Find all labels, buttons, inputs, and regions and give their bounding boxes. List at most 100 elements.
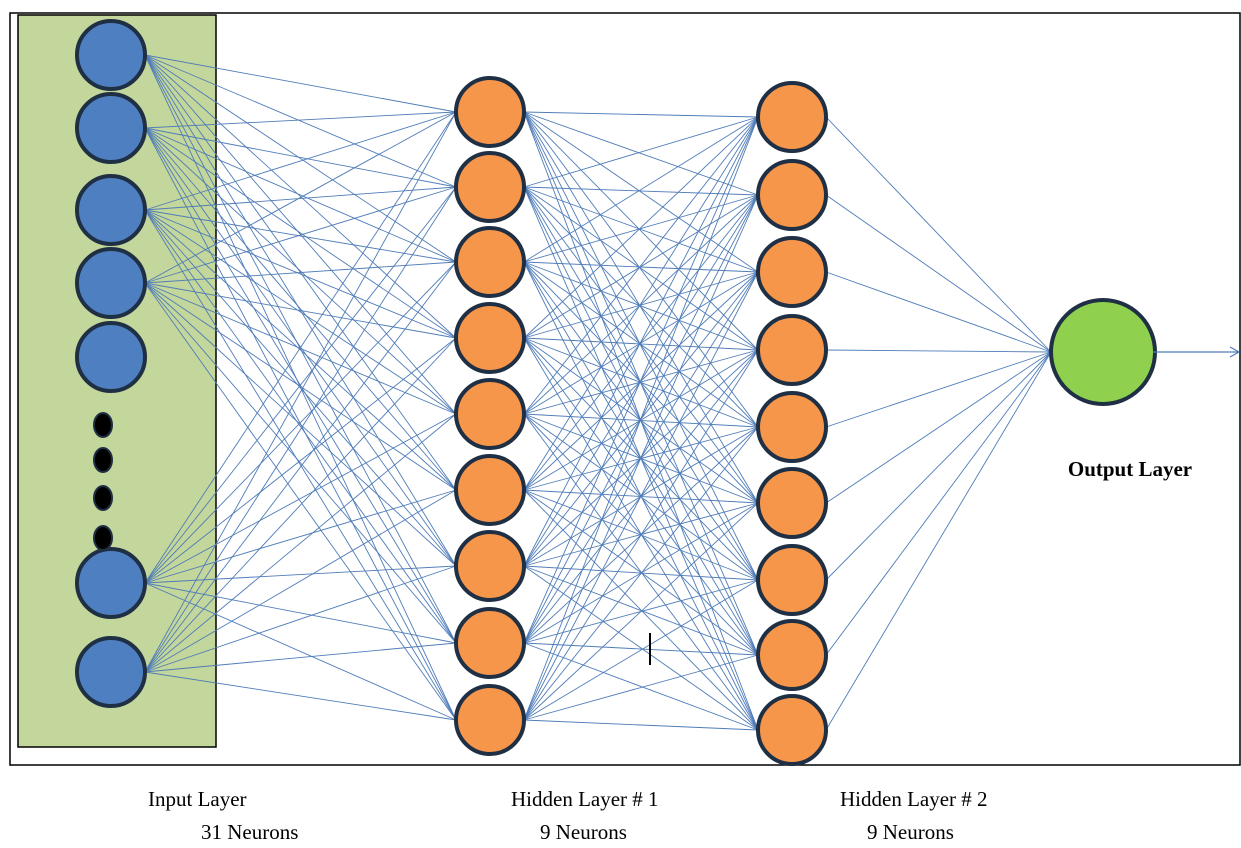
hidden1-neuron <box>454 684 526 756</box>
output-arrow-head <box>1229 346 1241 358</box>
edge-hidden1-hidden2 <box>523 111 759 351</box>
edge-input-hidden1 <box>144 337 457 584</box>
edge-hidden1-hidden2 <box>523 349 759 491</box>
edge-hidden1-hidden2 <box>523 116 759 263</box>
edge-input-hidden1 <box>144 282 457 644</box>
ellipsis-dot <box>93 447 113 473</box>
hidden-layer-2-caption: Hidden Layer # 2 <box>840 787 988 811</box>
edge-input-hidden1 <box>144 186 457 284</box>
hidden2-neuron <box>756 467 828 539</box>
edge-hidden2-output <box>825 351 1052 504</box>
edge-hidden1-hidden2 <box>523 116 759 188</box>
edge-hidden1-hidden2 <box>523 116 759 415</box>
hidden-layer-1-caption: Hidden Layer # 1 <box>511 787 659 811</box>
edge-hidden2-output <box>825 351 1052 656</box>
edge-input-hidden1 <box>144 127 457 491</box>
hidden2-neuron <box>756 159 828 231</box>
edge-hidden1-hidden2 <box>523 349 759 415</box>
hidden1-neuron <box>454 454 526 526</box>
input-layer-caption: Input Layer <box>148 787 247 811</box>
edge-hidden1-hidden2 <box>523 426 759 721</box>
hidden2-neuron <box>756 694 828 766</box>
hidden1-neuron <box>454 530 526 602</box>
hidden2-neuron <box>756 391 828 463</box>
edge-hidden1-hidden2 <box>523 194 759 339</box>
edge-hidden1-hidden2 <box>523 186 759 273</box>
edge-input-hidden1 <box>144 127 457 188</box>
edge-input-hidden1 <box>144 565 457 673</box>
edge-hidden1-hidden2 <box>523 349 759 721</box>
edge-hidden1-hidden2 <box>523 642 759 731</box>
hidden1-neuron <box>454 302 526 374</box>
edge-hidden1-hidden2 <box>523 116 759 339</box>
edge-input-hidden1 <box>144 54 457 263</box>
edge-input-hidden1 <box>144 186 457 673</box>
edge-input-hidden1 <box>144 337 457 673</box>
hidden2-neuron <box>756 81 828 153</box>
edge-input-hidden1 <box>144 642 457 673</box>
edge-input-hidden1 <box>144 582 457 721</box>
edge-input-hidden1 <box>144 111 457 284</box>
edge-hidden1-hidden2 <box>523 261 759 428</box>
output-layer-label: Output Layer <box>1068 457 1192 481</box>
input-neuron <box>75 174 147 246</box>
hidden1-neuron <box>454 378 526 450</box>
hidden2-neuron <box>756 314 828 386</box>
input-neurons-caption: 31 Neurons <box>201 820 299 844</box>
edge-hidden1-hidden2 <box>523 111 759 428</box>
edge-hidden1-hidden2 <box>523 502 759 721</box>
hidden-layer-2-neurons-caption: 9 Neurons <box>867 820 954 844</box>
edge-hidden1-hidden2 <box>523 194 759 263</box>
edge-input-hidden1 <box>144 111 457 129</box>
edge-input-hidden1 <box>144 282 457 491</box>
edge-hidden1-hidden2 <box>523 116 759 721</box>
edge-hidden1-hidden2 <box>523 719 759 731</box>
edge-input-hidden1 <box>144 209 457 491</box>
input-neuron <box>75 636 147 708</box>
input-neuron <box>75 321 147 393</box>
edge-input-hidden1 <box>144 261 457 673</box>
edge-hidden1-hidden2 <box>523 565 759 731</box>
edge-input-hidden1 <box>144 261 457 584</box>
edge-hidden2-output <box>825 116 1052 353</box>
ellipsis-dot <box>93 485 113 511</box>
edge-input-hidden1 <box>144 54 457 113</box>
edge-hidden2-output <box>825 351 1052 428</box>
hidden1-neuron <box>454 151 526 223</box>
hidden2-neuron <box>756 544 828 616</box>
input-neuron <box>75 19 147 91</box>
edge-hidden1-hidden2 <box>523 116 759 567</box>
edge-hidden1-hidden2 <box>523 116 759 644</box>
edge-input-hidden1 <box>144 127 457 263</box>
edge-input-hidden1 <box>144 54 457 339</box>
connections <box>144 54 1052 731</box>
edge-input-hidden1 <box>144 282 457 415</box>
edge-hidden2-output <box>825 194 1052 353</box>
ellipsis-dot <box>93 412 113 438</box>
edge-hidden1-hidden2 <box>523 111 759 196</box>
edge-input-hidden1 <box>144 111 457 211</box>
edge-input-hidden1 <box>144 54 457 415</box>
edge-hidden1-hidden2 <box>523 186 759 581</box>
edge-input-hidden1 <box>144 209 457 644</box>
hidden1-neuron <box>454 607 526 679</box>
edge-hidden1-hidden2 <box>523 261 759 351</box>
hidden2-neuron <box>756 619 828 691</box>
edge-input-hidden1 <box>144 111 457 673</box>
edge-hidden2-output <box>825 349 1052 353</box>
edge-hidden2-output <box>825 271 1052 353</box>
edge-input-hidden1 <box>144 209 457 339</box>
ellipsis-dot <box>93 525 113 551</box>
edge-hidden1-hidden2 <box>523 111 759 118</box>
edge-input-hidden1 <box>144 209 457 415</box>
edge-input-hidden1 <box>144 489 457 673</box>
edge-input-hidden1 <box>144 413 457 584</box>
edge-input-hidden1 <box>144 186 457 584</box>
output-neuron <box>1049 298 1157 406</box>
edge-input-hidden1 <box>144 261 457 284</box>
edge-input-hidden1 <box>144 282 457 339</box>
edge-input-hidden1 <box>144 489 457 584</box>
edge-input-hidden1 <box>144 54 457 188</box>
edge-hidden1-hidden2 <box>523 186 759 351</box>
